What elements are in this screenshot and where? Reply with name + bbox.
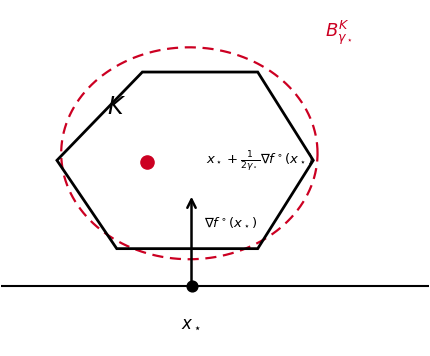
- Text: $K$: $K$: [107, 96, 126, 119]
- Text: $B_{\gamma_\star}^{K}$: $B_{\gamma_\star}^{K}$: [325, 19, 353, 47]
- Point: [188, 283, 195, 289]
- Text: $x_\star$: $x_\star$: [181, 314, 202, 331]
- Text: $\nabla f^\circ(x_\star)$: $\nabla f^\circ(x_\star)$: [204, 215, 258, 229]
- Text: $x_\star + \frac{1}{2\gamma_\star}\nabla f^\circ(x_\star)$: $x_\star + \frac{1}{2\gamma_\star}\nabla…: [206, 150, 313, 174]
- Point: [143, 159, 150, 165]
